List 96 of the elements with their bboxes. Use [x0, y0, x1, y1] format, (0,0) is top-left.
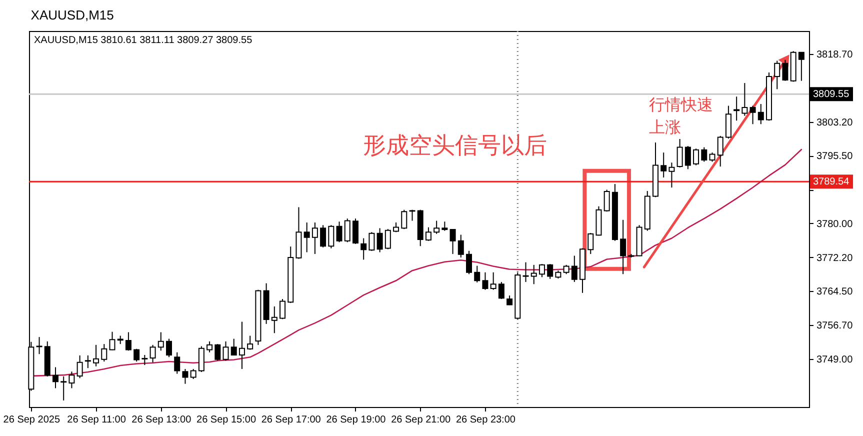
chart-title: XAUUSD,M15 [30, 7, 114, 22]
candlestick [668, 162, 675, 188]
candlestick [701, 146, 708, 162]
candlestick [758, 104, 764, 125]
candlestick [174, 352, 180, 374]
candlestick [182, 368, 188, 384]
x-tick-label: 26 Sep 2025 [3, 414, 60, 426]
candlestick [60, 376, 67, 401]
x-tick-label: 26 Sep 23:00 [456, 414, 516, 426]
candlestick [425, 226, 432, 242]
candlestick [547, 264, 554, 280]
candlestick [142, 354, 148, 366]
candlestick [247, 335, 254, 350]
candlestick [750, 105, 756, 125]
candlestick [101, 344, 108, 362]
y-tick-label: 3795.50 [816, 151, 854, 162]
candlestick [166, 338, 172, 358]
candlestick [328, 224, 334, 249]
candlestick [466, 250, 472, 275]
y-tick-label: 3780.00 [816, 218, 854, 230]
candlestick [693, 148, 700, 166]
candlestick [393, 222, 400, 233]
candlestick [109, 331, 116, 351]
candlestick [93, 344, 100, 367]
candlestick [344, 218, 350, 243]
x-tick-label: 26 Sep 17:00 [261, 414, 322, 426]
candlestick [84, 354, 91, 369]
candlestick [125, 332, 132, 352]
candlestick [238, 321, 245, 370]
candlestick [312, 222, 318, 254]
y-tick-label: 3772.20 [816, 252, 854, 264]
candlestick [725, 105, 732, 140]
candlestick [571, 255, 578, 282]
candlestick [76, 354, 83, 379]
candlestick [304, 222, 310, 253]
y-tick-label: 3818.70 [816, 50, 854, 61]
candlestick [742, 82, 748, 116]
candlestick [368, 232, 375, 252]
candlestick [271, 306, 278, 334]
ref-line-label: 3789.54 [813, 176, 850, 188]
candlestick [352, 218, 358, 244]
annotation: 行情快速上涨 [649, 95, 713, 136]
candlestick [588, 232, 594, 254]
candlestick [206, 340, 213, 353]
candlestick [198, 346, 204, 373]
y-tick-label: 3749.00 [816, 354, 854, 366]
candlestick [360, 238, 367, 260]
candlestick [538, 264, 545, 278]
y-tick-label: 3803.20 [816, 117, 854, 128]
candlestick [158, 332, 164, 352]
candlestick [450, 228, 456, 254]
candlestick [320, 224, 326, 248]
candlestick [36, 336, 42, 355]
candlestick [190, 368, 196, 380]
candlestick [684, 145, 691, 170]
candlestick [798, 51, 804, 82]
candlestick [774, 60, 780, 90]
candlestick [530, 264, 537, 285]
x-tick-label: 26 Sep 19:00 [326, 414, 386, 426]
candlestick [734, 96, 740, 122]
candlestick [620, 219, 626, 275]
candlestick [717, 135, 724, 168]
candlestick [442, 221, 448, 232]
candlestick [280, 298, 286, 320]
candlestick [434, 220, 440, 234]
y-tick-label: 3756.70 [816, 320, 854, 332]
candlestick [660, 152, 667, 178]
x-tick-label: 26 Sep 15:00 [196, 414, 256, 426]
x-tick-label: 26 Sep 21:00 [391, 414, 452, 426]
candlestick [498, 281, 504, 300]
x-tick-label: 26 Sep 13:00 [132, 414, 192, 426]
candlestick [709, 152, 716, 162]
candlestick [490, 272, 496, 290]
candlestick [401, 209, 408, 230]
candlestick [482, 272, 488, 290]
candlestick [522, 262, 529, 282]
candlestick [52, 366, 58, 389]
x-tick-label: 26 Sep 11:00 [67, 414, 126, 426]
candlestick [474, 265, 480, 283]
ref-line-label: 3809.55 [813, 89, 850, 100]
candlestick [336, 221, 342, 243]
candlestick [150, 344, 156, 363]
candlestick [376, 228, 383, 253]
candlestick [563, 264, 570, 275]
candlestick [68, 371, 75, 389]
candlestick [134, 348, 140, 362]
candlestick [214, 344, 221, 362]
candlestick [222, 340, 229, 362]
chart-subtitle: XAUUSD,M15 3810.61 3811.11 3809.27 3809.55 [34, 35, 253, 46]
y-tick-label: 3764.50 [816, 286, 854, 298]
candlestick [458, 234, 464, 258]
annotation: 形成空头信号以后 [363, 133, 547, 159]
candlestick [604, 189, 610, 212]
candlestick [676, 138, 683, 168]
candlestick [384, 228, 391, 250]
candlestick [230, 338, 237, 356]
